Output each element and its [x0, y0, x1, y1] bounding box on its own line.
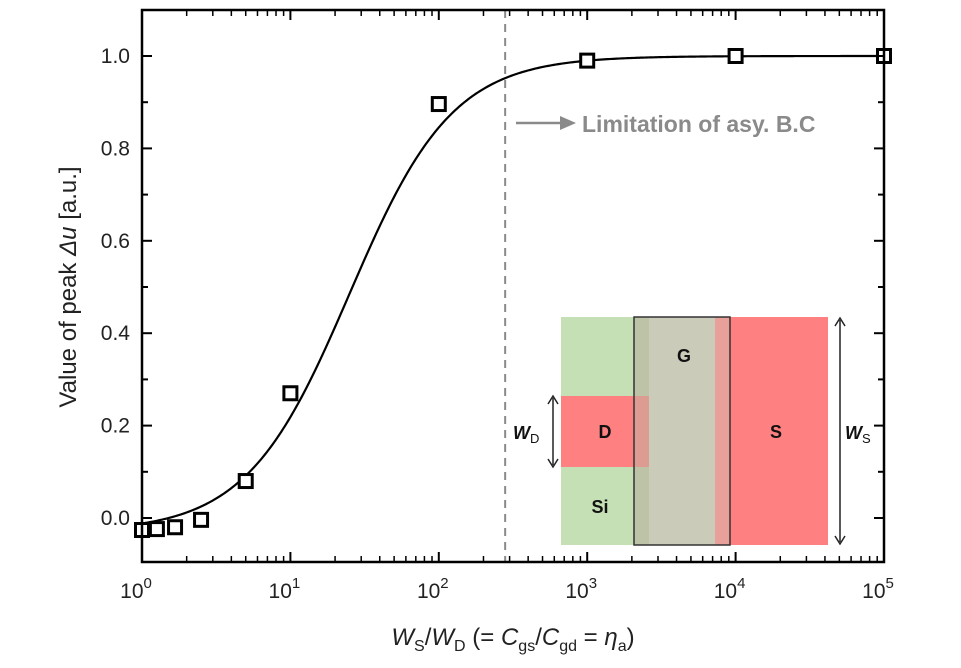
x-tick-base: 10 [862, 580, 885, 603]
y-tick-label: 1.0 [101, 45, 130, 68]
wd-dimension-arrow [547, 394, 559, 469]
x-axis-title: WS/WD (= Cgs/Cgd = ηa) [391, 624, 634, 655]
gate-outline [633, 316, 731, 546]
axis-title-part: C [542, 624, 560, 651]
annotations: Limitation of asy. B.C [504, 10, 815, 562]
ws-label-main: W [845, 423, 864, 443]
wd-label: WD [513, 423, 539, 446]
x-tick-exponent: 1 [292, 575, 300, 592]
data-point [727, 48, 744, 64]
x-tick-base: 10 [269, 580, 292, 603]
axis-title-part: Δu [55, 226, 82, 256]
x-tick-label: 104 [714, 575, 746, 603]
axis-title-part: S [414, 638, 425, 655]
y-tick-label: 0.8 [101, 137, 130, 160]
x-tick-label: 100 [120, 575, 152, 603]
data-point [430, 96, 447, 113]
axis-title-part: η [604, 624, 617, 651]
y-tick-label: 0.0 [101, 507, 130, 530]
axis-title-part: a [618, 638, 627, 655]
fit-curve [141, 54, 885, 525]
x-tick-exponent: 0 [144, 575, 152, 592]
y-axis-title: Value of peak Δu [a.u.] [55, 166, 82, 407]
ws-label: WS [845, 423, 871, 446]
y-tick-label: 0.2 [101, 415, 130, 438]
arrow-head-down [547, 458, 559, 469]
inset-label-d: D [599, 422, 612, 442]
x-tick-exponent: 4 [737, 575, 745, 592]
data-point [167, 519, 184, 536]
axis-title-part: = [577, 624, 604, 651]
annotation-arrow-head-icon [560, 116, 576, 130]
wd-label-main: W [513, 423, 532, 443]
axis-title-part: / [535, 624, 542, 651]
data-point [193, 511, 210, 528]
gate-region [634, 317, 730, 545]
x-tick-base: 10 [120, 580, 143, 603]
axis-title-part: C [501, 624, 519, 651]
data-point [579, 52, 596, 69]
gate-source-overlap [715, 317, 730, 545]
x-tick-exponent: 3 [589, 575, 597, 592]
arrow-head-up [834, 316, 846, 327]
ws-label-sub: S [862, 431, 871, 446]
x-tick-exponent: 2 [440, 575, 448, 592]
axis-title-part: (= [466, 624, 501, 651]
x-tick-label: 102 [417, 575, 449, 603]
annotation-text: Limitation of asy. B.C [582, 111, 815, 137]
x-tick-label: 105 [862, 575, 894, 603]
arrow-head-up [547, 394, 559, 405]
axis-title-part: Value of peak [55, 256, 82, 408]
axis-title-part: W [431, 624, 456, 651]
inset-label-g: G [677, 346, 691, 366]
gate-drain-overlap [634, 396, 649, 467]
y-tick-label: 0.4 [101, 322, 131, 345]
source-region [729, 317, 828, 545]
arrow-head-down [834, 535, 846, 546]
x-tick-base: 10 [714, 580, 737, 603]
data-point [237, 473, 254, 490]
x-tick-label: 101 [269, 575, 301, 603]
axis-title-part: D [454, 638, 466, 655]
data-point [148, 521, 165, 538]
axis-title-part: W [391, 624, 416, 651]
inset-label-si: Si [591, 497, 608, 517]
axis-title-part: / [425, 624, 432, 651]
data-point [282, 385, 299, 402]
fit-curve-layer [141, 54, 885, 525]
inset-label-s: S [770, 422, 782, 442]
x-tick-label: 103 [565, 575, 597, 603]
x-tick-base: 10 [565, 580, 588, 603]
y-tick-label: 0.6 [101, 230, 130, 253]
axis-title-part: ) [627, 624, 635, 651]
wd-label-sub: D [530, 431, 539, 446]
axis-title-part: gs [518, 638, 535, 655]
x-tick-base: 10 [417, 580, 440, 603]
axis-title-part: gd [559, 638, 577, 655]
x-tick-exponent: 5 [886, 575, 894, 592]
axis-title-part: [a.u.] [55, 166, 82, 226]
ws-dimension-arrow [834, 316, 846, 546]
